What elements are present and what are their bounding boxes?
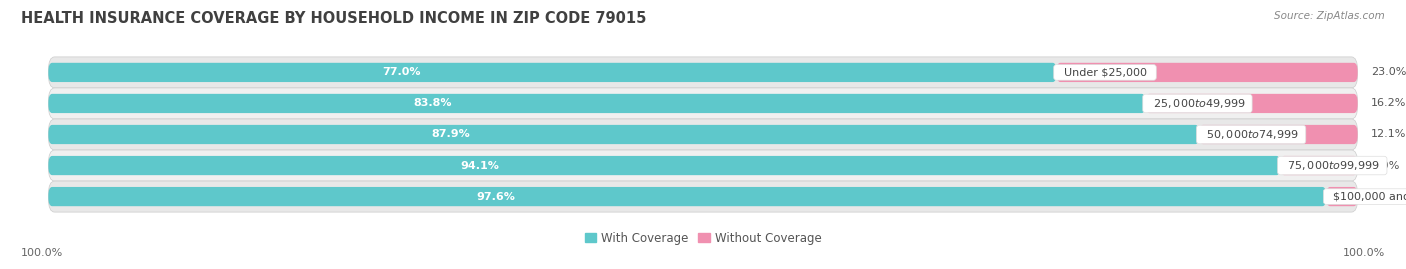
Text: Under $25,000: Under $25,000 bbox=[1056, 68, 1153, 77]
Text: 77.0%: 77.0% bbox=[382, 68, 420, 77]
Text: 16.2%: 16.2% bbox=[1371, 98, 1406, 108]
FancyBboxPatch shape bbox=[48, 119, 1358, 150]
Text: 5.9%: 5.9% bbox=[1371, 161, 1399, 171]
FancyBboxPatch shape bbox=[48, 63, 1056, 82]
Text: 100.0%: 100.0% bbox=[21, 248, 63, 258]
Text: 97.6%: 97.6% bbox=[477, 192, 515, 201]
Text: $100,000 and over: $100,000 and over bbox=[1326, 192, 1406, 201]
FancyBboxPatch shape bbox=[48, 181, 1358, 212]
Text: 100.0%: 100.0% bbox=[1343, 248, 1385, 258]
Text: $25,000 to $49,999: $25,000 to $49,999 bbox=[1146, 97, 1250, 110]
FancyBboxPatch shape bbox=[48, 156, 1281, 175]
FancyBboxPatch shape bbox=[48, 125, 1199, 144]
FancyBboxPatch shape bbox=[1199, 125, 1358, 144]
Text: 87.9%: 87.9% bbox=[432, 129, 471, 140]
Legend: With Coverage, Without Coverage: With Coverage, Without Coverage bbox=[585, 232, 821, 245]
FancyBboxPatch shape bbox=[48, 57, 1358, 88]
Text: Source: ZipAtlas.com: Source: ZipAtlas.com bbox=[1274, 11, 1385, 21]
FancyBboxPatch shape bbox=[48, 187, 1326, 206]
FancyBboxPatch shape bbox=[1326, 187, 1358, 206]
Text: 94.1%: 94.1% bbox=[460, 161, 499, 171]
FancyBboxPatch shape bbox=[1056, 63, 1358, 82]
FancyBboxPatch shape bbox=[48, 150, 1358, 181]
FancyBboxPatch shape bbox=[1146, 94, 1358, 113]
Text: $75,000 to $99,999: $75,000 to $99,999 bbox=[1281, 159, 1384, 172]
Text: HEALTH INSURANCE COVERAGE BY HOUSEHOLD INCOME IN ZIP CODE 79015: HEALTH INSURANCE COVERAGE BY HOUSEHOLD I… bbox=[21, 11, 647, 26]
Text: 2.4%: 2.4% bbox=[1371, 192, 1400, 201]
Text: $50,000 to $74,999: $50,000 to $74,999 bbox=[1199, 128, 1303, 141]
FancyBboxPatch shape bbox=[48, 88, 1358, 119]
FancyBboxPatch shape bbox=[48, 94, 1146, 113]
FancyBboxPatch shape bbox=[1281, 156, 1358, 175]
Text: 23.0%: 23.0% bbox=[1371, 68, 1406, 77]
Text: 12.1%: 12.1% bbox=[1371, 129, 1406, 140]
Text: 83.8%: 83.8% bbox=[413, 98, 451, 108]
